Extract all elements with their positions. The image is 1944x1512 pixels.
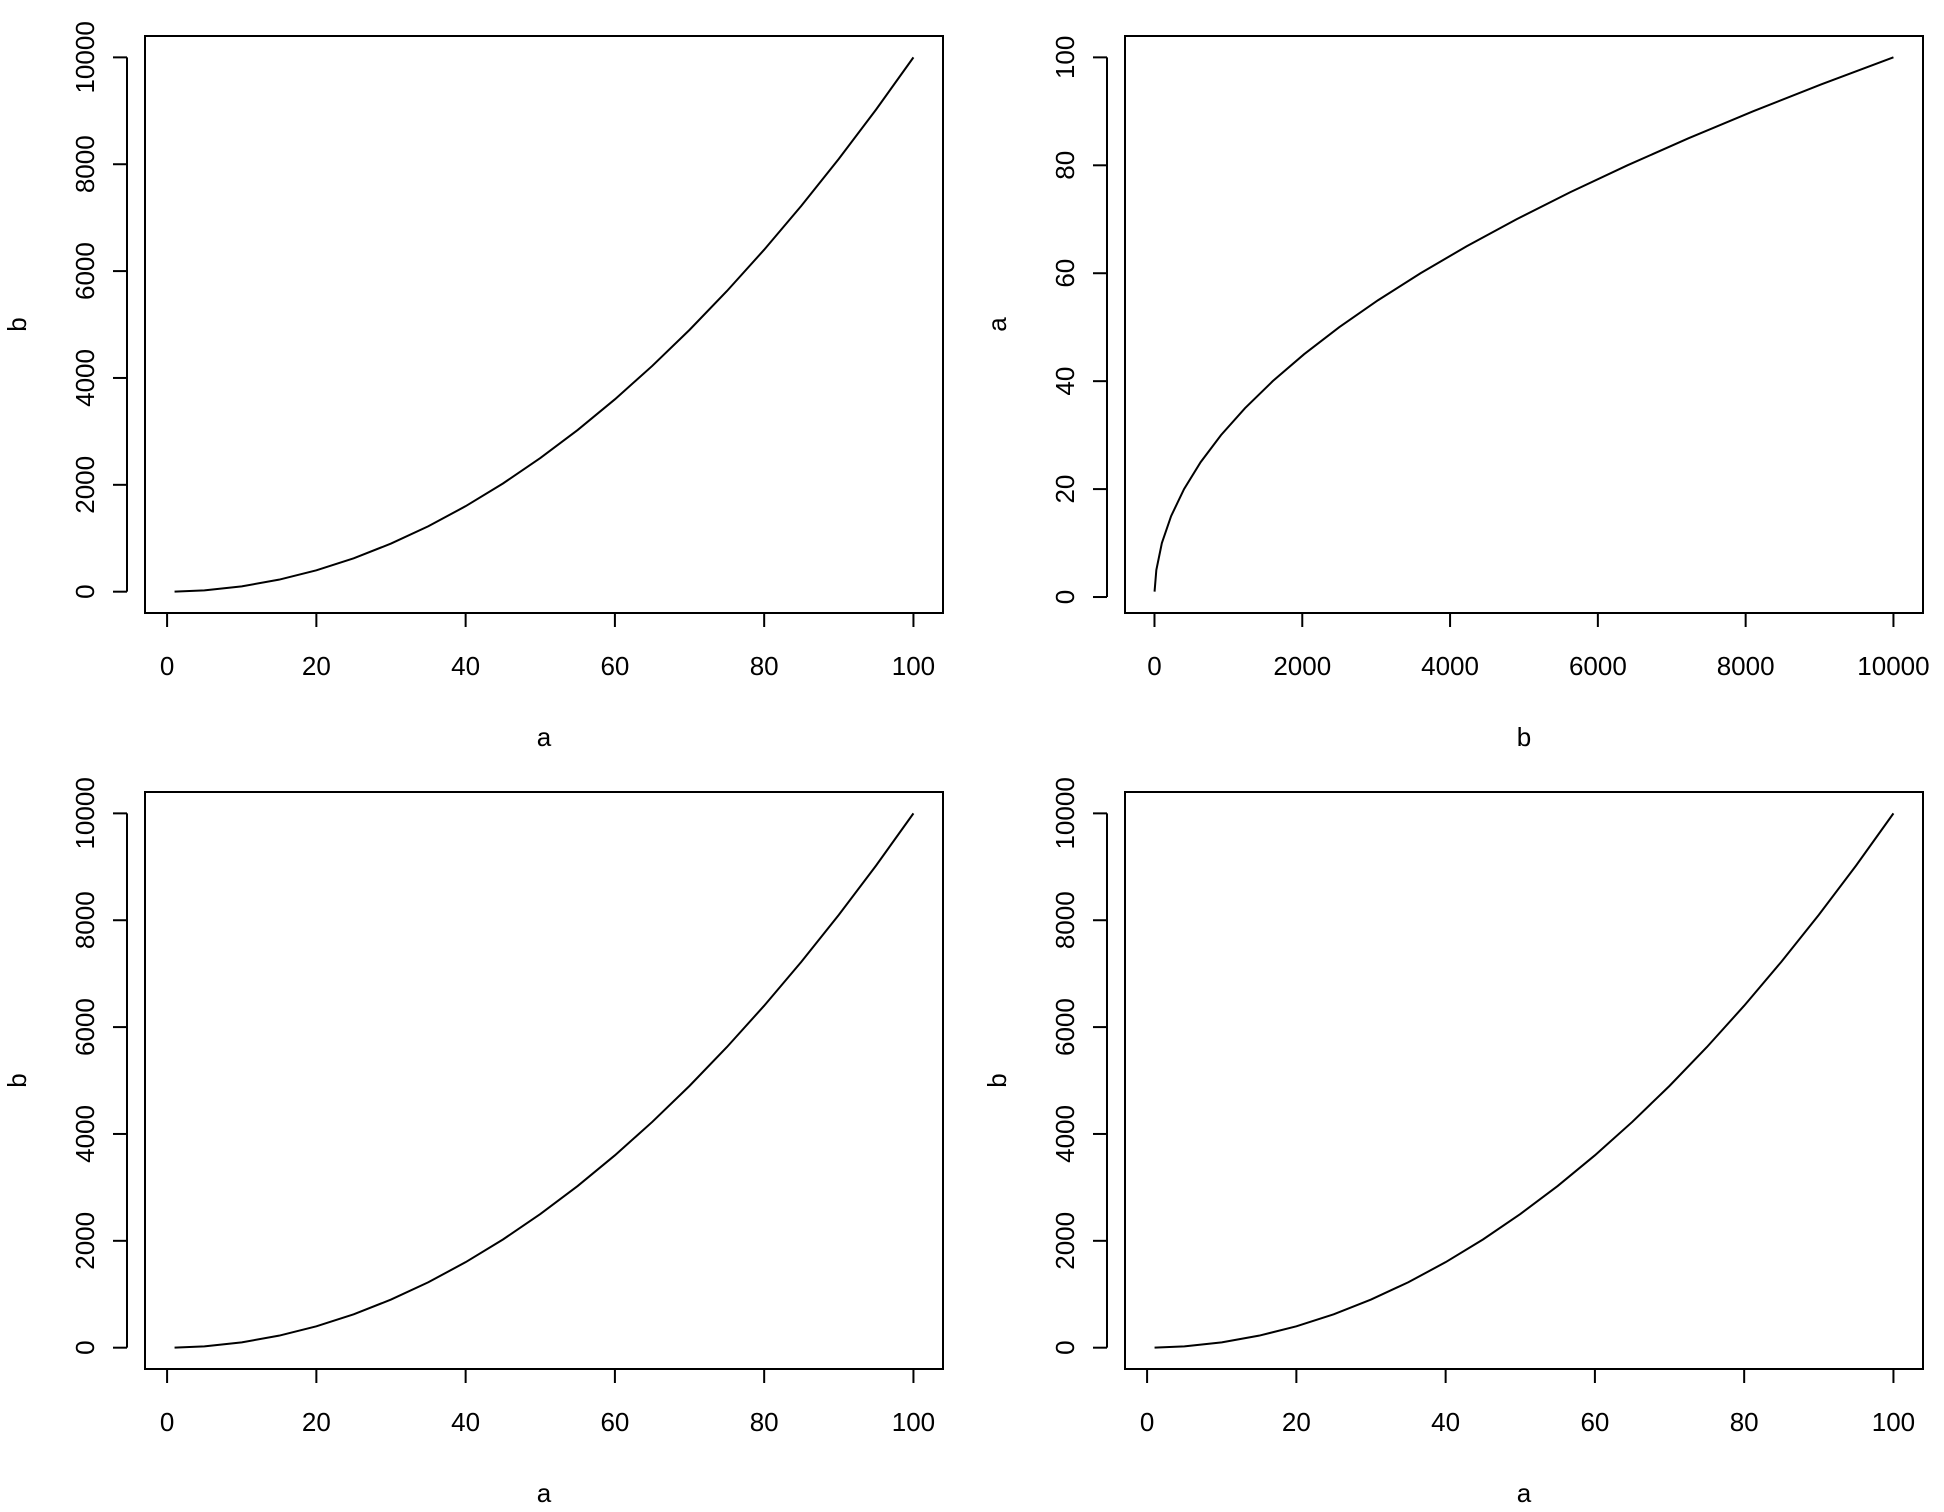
x-tick-label: 40 <box>451 651 480 681</box>
data-line <box>174 812 915 1349</box>
x-tick-label: 100 <box>892 651 935 681</box>
x-tick-label: 10000 <box>1857 651 1929 681</box>
x-tick-label: 40 <box>1431 1407 1460 1437</box>
x-axis-label: a <box>537 722 552 752</box>
y-tick-label: 10000 <box>1050 777 1080 849</box>
x-axis-label: a <box>537 1478 552 1508</box>
x-tick-label: 20 <box>1282 1407 1311 1437</box>
x-axis-label: a <box>1517 1478 1532 1508</box>
x-axis-label: b <box>1517 722 1531 752</box>
y-tick-label: 2000 <box>70 1212 100 1270</box>
y-tick-label: 2000 <box>70 456 100 514</box>
x-tick-label: 60 <box>1580 1407 1609 1437</box>
y-tick-label: 80 <box>1050 151 1080 180</box>
x-tick-label: 100 <box>892 1407 935 1437</box>
y-tick-label: 10000 <box>70 777 100 849</box>
y-tick-label: 40 <box>1050 367 1080 396</box>
y-tick-label: 6000 <box>70 998 100 1056</box>
y-tick-label: 8000 <box>1050 891 1080 949</box>
plot-box <box>144 791 944 1370</box>
y-tick-label: 0 <box>1050 590 1080 604</box>
x-tick-label: 4000 <box>1421 651 1479 681</box>
y-tick-label: 4000 <box>1050 1105 1080 1163</box>
plot-box <box>1124 791 1924 1370</box>
plot-box <box>144 35 944 614</box>
data-line <box>1154 812 1895 1349</box>
data-line <box>1153 56 1894 592</box>
x-tick-label: 8000 <box>1717 651 1775 681</box>
y-tick-label: 8000 <box>70 135 100 193</box>
y-tick-label: 10000 <box>70 21 100 93</box>
y-axis-label: b <box>2 317 32 331</box>
y-tick-label: 6000 <box>70 242 100 300</box>
y-tick-label: 100 <box>1050 36 1080 79</box>
data-line <box>174 56 915 593</box>
y-tick-label: 4000 <box>70 349 100 407</box>
x-tick-label: 2000 <box>1273 651 1331 681</box>
x-tick-label: 80 <box>1730 1407 1759 1437</box>
y-tick-label: 2000 <box>1050 1212 1080 1270</box>
y-tick-label: 0 <box>1050 1340 1080 1354</box>
x-tick-label: 60 <box>600 1407 629 1437</box>
x-tick-label: 0 <box>160 1407 174 1437</box>
y-axis-label: b <box>982 1073 1012 1087</box>
x-tick-label: 80 <box>750 651 779 681</box>
y-tick-label: 8000 <box>70 891 100 949</box>
x-tick-label: 0 <box>160 651 174 681</box>
x-tick-label: 80 <box>750 1407 779 1437</box>
x-tick-label: 20 <box>302 1407 331 1437</box>
y-tick-label: 4000 <box>70 1105 100 1163</box>
x-tick-label: 60 <box>600 651 629 681</box>
x-tick-label: 40 <box>451 1407 480 1437</box>
y-tick-label: 0 <box>70 1340 100 1354</box>
y-tick-label: 60 <box>1050 259 1080 288</box>
y-tick-label: 6000 <box>1050 998 1080 1056</box>
x-tick-label: 20 <box>302 651 331 681</box>
y-tick-label: 0 <box>70 584 100 598</box>
x-tick-label: 6000 <box>1569 651 1627 681</box>
y-axis-label: b <box>2 1073 32 1087</box>
x-tick-label: 100 <box>1872 1407 1915 1437</box>
y-tick-label: 20 <box>1050 475 1080 504</box>
x-tick-label: 0 <box>1140 1407 1154 1437</box>
y-axis-label: a <box>982 317 1012 332</box>
plot-box <box>1124 35 1924 614</box>
x-tick-label: 0 <box>1147 651 1161 681</box>
